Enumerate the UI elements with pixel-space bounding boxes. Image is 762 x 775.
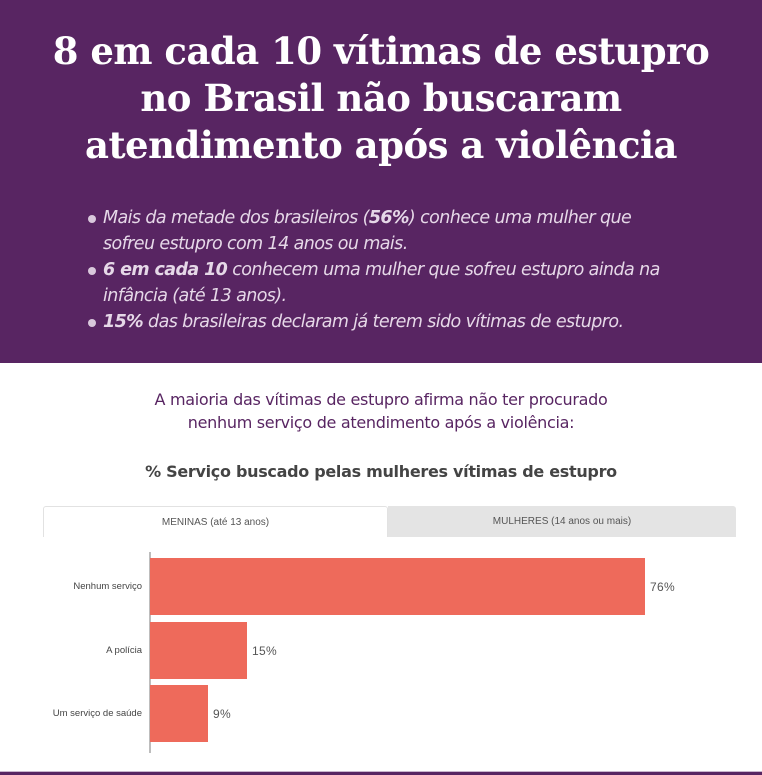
key-fact-item: Mais da metade dos brasileiros (56%) con…: [86, 205, 686, 257]
y-axis-line: [149, 552, 151, 753]
bar-nenhum-servico[interactable]: [150, 558, 645, 615]
category-label: Um serviço de saúde: [52, 708, 142, 719]
key-fact-highlight: 15%: [103, 312, 144, 332]
bar-row-servico-de-saude: Um serviço de saúde 9%: [0, 685, 762, 742]
footer-divider: [0, 771, 762, 775]
value-label: 76%: [650, 579, 675, 594]
age-group-tabs: MENINAS (até 13 anos) MULHERES (14 anos …: [43, 506, 736, 537]
bar-servico-de-saude[interactable]: [150, 685, 208, 742]
title-line-2: no Brasil não buscaram: [140, 76, 622, 120]
bar-a-policia[interactable]: [150, 622, 247, 679]
category-label: A polícia: [106, 645, 142, 656]
title-line-3: atendimento após a violência: [84, 123, 678, 167]
bar-row-nenhum-servico: Nenhum serviço 76%: [0, 558, 762, 615]
chart-title: % Serviço buscado pelas mulheres vítimas…: [145, 462, 617, 481]
value-label: 15%: [252, 643, 277, 658]
intro-text: A maioria das vítimas de estupro afirma …: [154, 390, 608, 432]
title-line-1: 8 em cada 10 vítimas de estupro: [52, 29, 710, 73]
bar-chart: Nenhum serviço 76% A polícia 15% Um serv…: [0, 552, 762, 754]
key-facts-list: Mais da metade dos brasileiros (56%) con…: [86, 205, 686, 335]
header-banner: 8 em cada 10 vítimas de estupro no Brasi…: [0, 0, 762, 363]
value-label: 9%: [213, 706, 231, 721]
tab-mulheres[interactable]: MULHERES (14 anos ou mais): [388, 506, 736, 537]
tab-meninas[interactable]: MENINAS (até 13 anos): [43, 506, 388, 537]
page-title: 8 em cada 10 vítimas de estupro no Brasi…: [0, 28, 762, 169]
key-fact-item: 6 em cada 10 conhecem uma mulher que sof…: [86, 257, 686, 309]
category-label: Nenhum serviço: [73, 581, 142, 592]
key-fact-highlight: 56%: [368, 208, 410, 228]
key-fact-highlight: 6 em cada 10: [103, 260, 228, 280]
key-fact-item: 15% das brasileiras declaram já terem si…: [86, 309, 686, 335]
bar-row-a-policia: A polícia 15%: [0, 622, 762, 679]
